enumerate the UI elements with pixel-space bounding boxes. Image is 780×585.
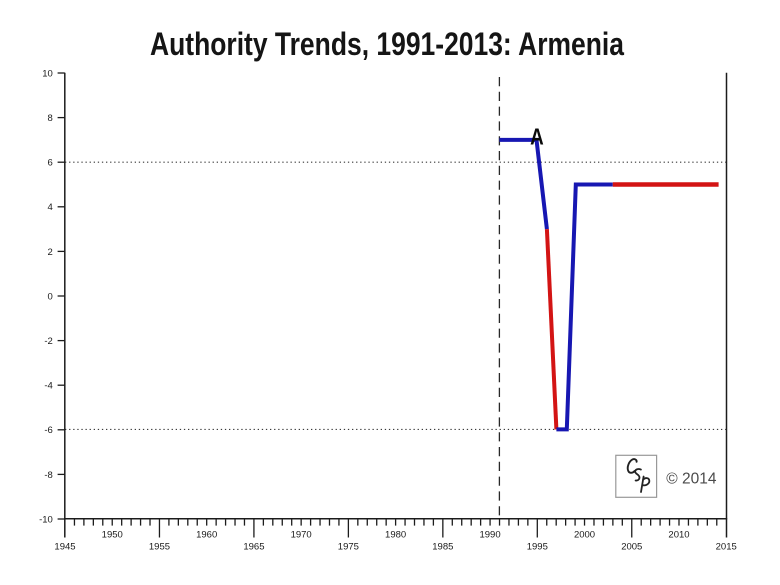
svg-text:-6: -6 bbox=[44, 425, 52, 436]
svg-text:1985: 1985 bbox=[432, 541, 453, 552]
svg-text:8: 8 bbox=[48, 113, 53, 124]
svg-text:1965: 1965 bbox=[243, 541, 264, 552]
svg-text:1955: 1955 bbox=[149, 541, 170, 552]
svg-text:2: 2 bbox=[48, 247, 53, 258]
svg-text:A: A bbox=[530, 124, 544, 150]
svg-text:1960: 1960 bbox=[196, 529, 217, 540]
svg-text:1950: 1950 bbox=[102, 529, 123, 540]
svg-text:1995: 1995 bbox=[527, 541, 548, 552]
svg-text:1975: 1975 bbox=[338, 541, 359, 552]
svg-text:-8: -8 bbox=[44, 470, 52, 481]
svg-text:2000: 2000 bbox=[574, 529, 595, 540]
svg-text:-10: -10 bbox=[39, 514, 53, 525]
svg-text:2005: 2005 bbox=[621, 541, 642, 552]
svg-text:2015: 2015 bbox=[716, 541, 737, 552]
svg-text:0: 0 bbox=[48, 291, 53, 302]
svg-text:1970: 1970 bbox=[291, 529, 312, 540]
svg-text:10: 10 bbox=[42, 68, 53, 79]
svg-text:-2: -2 bbox=[44, 336, 52, 347]
svg-text:1980: 1980 bbox=[385, 529, 406, 540]
svg-text:6: 6 bbox=[48, 158, 53, 169]
svg-text:Authority Trends, 1991-2013: A: Authority Trends, 1991-2013: Armenia bbox=[150, 26, 625, 62]
svg-text:1945: 1945 bbox=[54, 541, 75, 552]
svg-text:2010: 2010 bbox=[668, 529, 689, 540]
svg-text:© 2014: © 2014 bbox=[666, 470, 717, 487]
svg-text:1990: 1990 bbox=[479, 529, 500, 540]
svg-text:-4: -4 bbox=[44, 381, 52, 392]
svg-text:4: 4 bbox=[48, 202, 53, 213]
